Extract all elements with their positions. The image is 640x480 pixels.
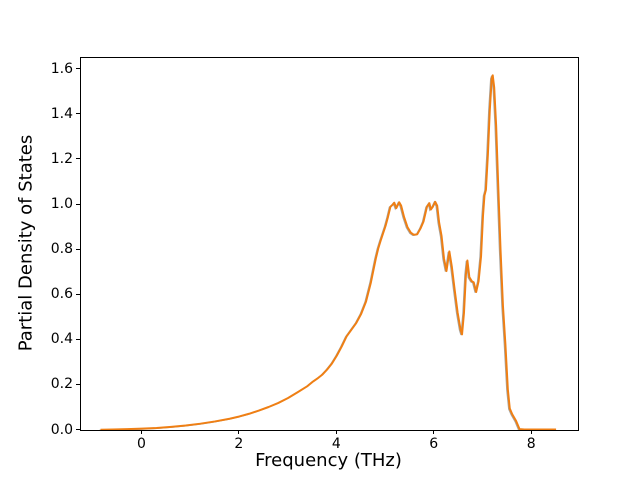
y-tick-mark xyxy=(76,248,80,250)
x-tick-mark xyxy=(140,430,142,434)
x-tick-label: 8 xyxy=(526,436,536,452)
y-tick-label: 1.4 xyxy=(50,105,73,122)
y-tick-mark xyxy=(76,203,80,205)
y-tick-mark xyxy=(76,293,80,295)
x-tick-mark xyxy=(238,430,240,434)
y-tick-mark xyxy=(76,429,80,430)
x-tick-label: 2 xyxy=(234,436,244,452)
x-axis-label: Frequency (THz) xyxy=(255,450,402,471)
x-tick-label: 6 xyxy=(429,436,439,452)
plot-area xyxy=(80,57,579,431)
y-tick-label: 0.4 xyxy=(50,331,73,348)
y-tick-mark xyxy=(76,383,80,385)
y-tick-mark xyxy=(76,338,80,340)
x-tick-mark xyxy=(433,430,435,434)
y-tick-label: 1.6 xyxy=(50,60,73,77)
x-tick-mark xyxy=(335,430,337,434)
y-tick-mark xyxy=(76,68,80,70)
y-axis-label: Partial Density of States xyxy=(15,134,37,352)
pdos-curve xyxy=(100,74,557,430)
pdos-line-chart xyxy=(99,74,557,430)
y-tick-label: 0.2 xyxy=(50,376,73,393)
y-tick-label: 0.0 xyxy=(50,421,73,438)
y-tick-mark xyxy=(76,158,80,160)
y-tick-label: 1.0 xyxy=(50,196,73,213)
pdos-curve-underline xyxy=(99,75,556,430)
y-tick-mark xyxy=(76,113,80,115)
y-tick-label: 0.6 xyxy=(50,286,73,303)
y-tick-label: 1.2 xyxy=(50,150,73,167)
x-tick-label: 0 xyxy=(136,436,146,452)
x-tick-mark xyxy=(530,430,532,434)
x-tick-label: 4 xyxy=(331,436,341,452)
y-tick-label: 0.8 xyxy=(50,241,73,258)
